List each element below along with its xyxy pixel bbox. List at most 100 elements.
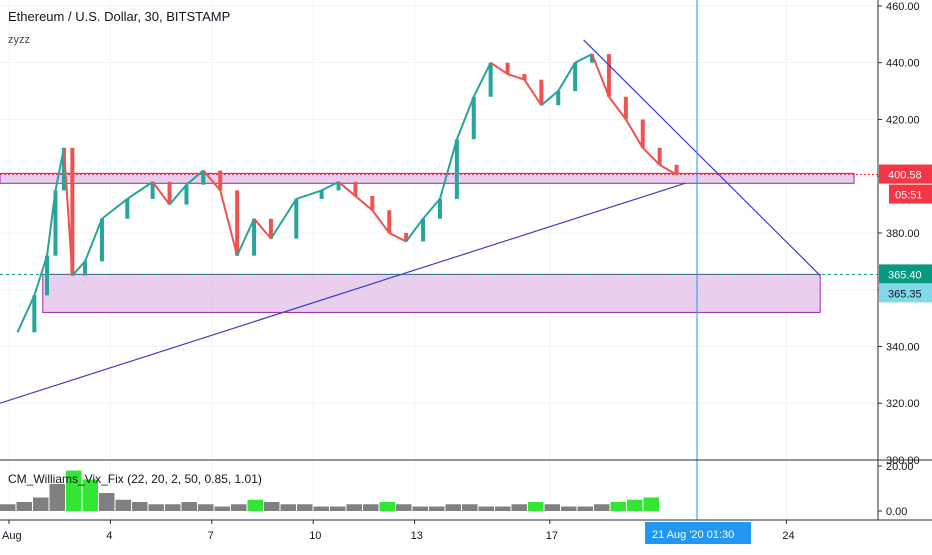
vix-bar <box>99 493 115 511</box>
vix-bar <box>33 497 49 511</box>
vix-bar <box>132 502 148 511</box>
candle <box>167 181 172 205</box>
candle <box>437 198 442 219</box>
price-segment <box>557 62 577 92</box>
candle <box>252 218 257 256</box>
x-tick-label: 13 <box>411 530 423 542</box>
x-tick-label: 17 <box>546 530 558 542</box>
candle <box>218 170 223 191</box>
candle <box>53 190 58 256</box>
price-segment <box>455 96 475 140</box>
price-segment <box>295 189 322 200</box>
level-b-tag <box>879 283 932 303</box>
candle <box>471 96 476 140</box>
candle <box>454 139 459 199</box>
candle <box>294 198 299 239</box>
candle <box>387 210 392 233</box>
y-tick-label: 440.00 <box>886 58 920 70</box>
y-tick-label: 460.00 <box>886 1 920 13</box>
x-tick-label: 7 <box>208 530 214 542</box>
price-segment <box>608 96 627 121</box>
vix-bar <box>594 504 610 511</box>
vix-bar <box>379 502 395 511</box>
price-segment <box>642 147 661 166</box>
candle <box>99 218 104 262</box>
trend-line <box>583 39 821 276</box>
level-a-text: 365.40 <box>888 269 922 281</box>
candle <box>623 96 628 120</box>
vix-bar <box>627 499 643 511</box>
vix-bar <box>429 506 445 511</box>
candle <box>606 54 611 97</box>
price-segment <box>321 180 339 192</box>
support-resistance-zone <box>42 273 821 313</box>
candle <box>505 62 510 75</box>
y-tick-label: 320.00 <box>886 398 920 410</box>
price-segment <box>388 232 407 243</box>
price-segment <box>168 184 188 206</box>
vix-bar <box>363 504 379 511</box>
price-segment <box>472 62 492 98</box>
candle <box>353 181 358 197</box>
candle <box>32 295 37 333</box>
support-resistance-zone <box>0 172 855 184</box>
vix-bar <box>528 502 544 511</box>
vix-bar <box>247 499 263 511</box>
vix-bar <box>231 504 247 511</box>
vix-bar <box>412 506 428 511</box>
candle <box>235 190 240 256</box>
crosshair-date-tag <box>645 522 751 544</box>
vix-bar <box>346 504 362 511</box>
candle <box>201 170 206 185</box>
vix-bar <box>280 504 296 511</box>
candle <box>488 62 493 97</box>
crosshair-date-text: 21 Aug '20 01:30 <box>652 529 734 541</box>
candle <box>640 119 645 148</box>
x-tick-label: 24 <box>782 530 794 542</box>
price-segment <box>591 53 610 98</box>
price-segment <box>574 53 593 64</box>
candle <box>370 196 375 211</box>
vix-bar <box>115 499 131 511</box>
candle <box>319 190 324 199</box>
price-segment <box>422 198 441 220</box>
price-segment <box>33 255 48 296</box>
price-segment <box>270 198 298 240</box>
candle <box>539 79 544 106</box>
vix-bar <box>610 502 626 511</box>
price-segment <box>219 190 239 256</box>
candle <box>268 218 273 239</box>
candle <box>573 62 578 92</box>
candle <box>125 198 130 219</box>
price-segment <box>371 209 391 234</box>
candle <box>590 54 595 63</box>
vix-tick-label: 20.00 <box>886 461 914 473</box>
candle <box>184 184 189 205</box>
vix-bar <box>445 504 461 511</box>
candle <box>70 147 75 276</box>
vix-bar <box>495 506 511 511</box>
price-segment <box>490 61 509 75</box>
vix-bar <box>643 497 659 511</box>
y-tick-label: 420.00 <box>886 114 920 126</box>
candle <box>657 147 662 165</box>
vix-bar <box>511 504 527 511</box>
y-tick-label: 340.00 <box>886 341 920 353</box>
y-tick-label: 300.00 <box>886 455 920 467</box>
countdown-text: 05:51 <box>895 190 923 202</box>
price-segment <box>253 218 272 240</box>
price-segment <box>236 218 255 257</box>
level-b-text: 365.35 <box>888 288 922 300</box>
candle <box>45 255 50 296</box>
vix-bar <box>148 504 164 511</box>
vix-bar <box>16 502 32 511</box>
vix-bar <box>181 502 197 511</box>
x-tick-label: Aug <box>2 530 22 542</box>
vix-bar <box>462 504 478 511</box>
current-price-text: 400.58 <box>888 170 922 182</box>
candle <box>150 181 155 199</box>
vix-bar <box>198 504 214 511</box>
current-price-tag <box>879 164 932 184</box>
